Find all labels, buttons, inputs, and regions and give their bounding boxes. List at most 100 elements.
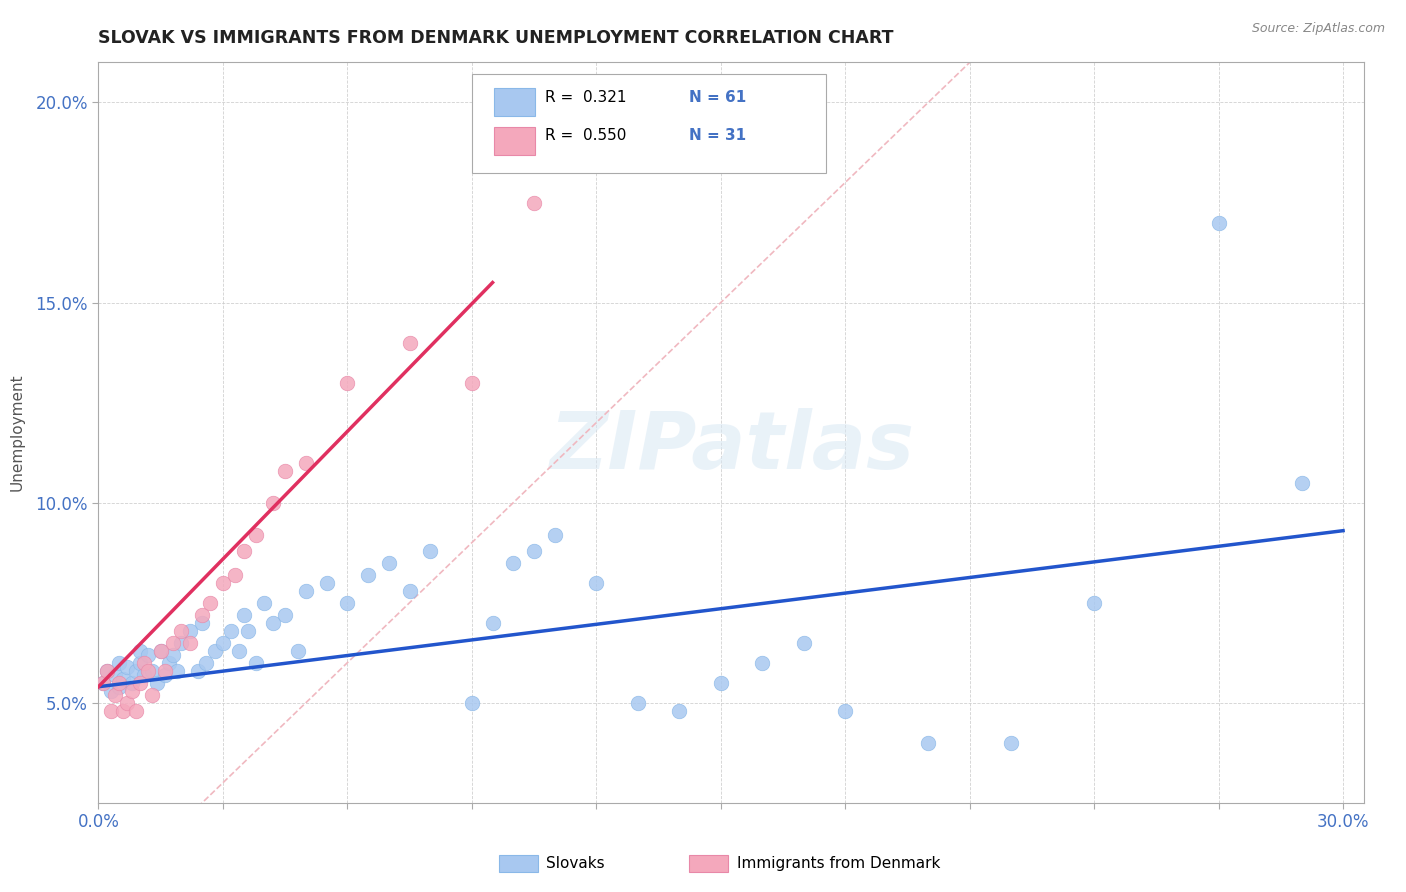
Point <box>336 376 359 390</box>
Point <box>145 675 167 690</box>
Text: SLOVAK VS IMMIGRANTS FROM DENMARK UNEMPLOYMENT CORRELATION CHART: SLOVAK VS IMMIGRANTS FROM DENMARK UNEMPL… <box>98 29 894 47</box>
Point <box>121 675 143 690</box>
Point <box>1000 736 1022 750</box>
Point <box>170 636 193 650</box>
Point <box>191 607 214 622</box>
Point <box>253 596 276 610</box>
Point <box>96 664 118 678</box>
Point <box>125 704 148 718</box>
Point <box>149 644 172 658</box>
Point <box>117 659 139 673</box>
Point <box>274 607 297 622</box>
Point <box>336 596 359 610</box>
Text: ZIPatlas: ZIPatlas <box>548 409 914 486</box>
Point <box>793 636 815 650</box>
Point <box>245 656 267 670</box>
Point <box>523 195 546 210</box>
Point <box>357 567 380 582</box>
Point <box>1208 215 1230 229</box>
Text: N = 61: N = 61 <box>689 90 747 104</box>
Point <box>162 636 184 650</box>
Y-axis label: Unemployment: Unemployment <box>10 374 24 491</box>
Point <box>295 456 318 470</box>
Point <box>544 527 567 541</box>
Point <box>585 575 607 590</box>
Point <box>212 575 235 590</box>
Text: Slovaks: Slovaks <box>546 856 605 871</box>
Text: R =  0.321: R = 0.321 <box>546 90 627 104</box>
Point <box>419 543 441 558</box>
Point <box>136 648 159 662</box>
Point <box>136 664 159 678</box>
Point <box>129 675 152 690</box>
Point <box>245 527 267 541</box>
Point <box>461 696 484 710</box>
Point <box>179 636 201 650</box>
Point <box>287 644 309 658</box>
Text: Source: ZipAtlas.com: Source: ZipAtlas.com <box>1251 22 1385 36</box>
Point <box>153 664 176 678</box>
Point <box>295 583 318 598</box>
Point <box>262 615 284 630</box>
Point <box>91 675 114 690</box>
Point <box>162 648 184 662</box>
Point <box>141 688 163 702</box>
Point <box>132 656 155 670</box>
Point <box>262 496 284 510</box>
Point <box>195 656 218 670</box>
Point <box>232 607 254 622</box>
Point <box>179 624 201 638</box>
Point <box>502 556 524 570</box>
Point <box>1291 475 1313 490</box>
Point <box>129 656 152 670</box>
Point <box>917 736 939 750</box>
Point <box>224 567 246 582</box>
Point <box>191 615 214 630</box>
Point <box>117 696 139 710</box>
Point <box>1083 596 1105 610</box>
Point <box>108 656 131 670</box>
Point <box>274 464 297 478</box>
Point <box>149 644 172 658</box>
Point <box>751 656 773 670</box>
Point <box>668 704 690 718</box>
Point <box>112 704 135 718</box>
Point <box>96 664 118 678</box>
Point <box>166 664 188 678</box>
Point <box>108 675 131 690</box>
Text: R =  0.550: R = 0.550 <box>546 128 627 144</box>
Point <box>204 644 226 658</box>
FancyBboxPatch shape <box>495 88 534 117</box>
Point <box>104 688 127 702</box>
Point <box>378 556 401 570</box>
Text: Immigrants from Denmark: Immigrants from Denmark <box>737 856 941 871</box>
Point <box>228 644 250 658</box>
Point <box>170 624 193 638</box>
Point <box>523 543 546 558</box>
Point <box>187 664 209 678</box>
Point <box>398 583 420 598</box>
Point <box>153 667 176 681</box>
Point <box>398 335 420 350</box>
Point <box>627 696 650 710</box>
Point <box>461 376 484 390</box>
Point <box>157 656 180 670</box>
Point <box>219 624 242 638</box>
Point <box>232 543 254 558</box>
Point <box>121 683 143 698</box>
Point <box>834 704 856 718</box>
Point <box>132 667 155 681</box>
FancyBboxPatch shape <box>495 127 534 155</box>
Point <box>212 636 235 650</box>
Point <box>112 672 135 686</box>
FancyBboxPatch shape <box>471 73 825 173</box>
Point <box>91 675 114 690</box>
Point <box>141 664 163 678</box>
Point <box>236 624 259 638</box>
Point <box>200 596 222 610</box>
Point <box>129 644 152 658</box>
Point <box>125 664 148 678</box>
Point <box>104 667 127 681</box>
Text: N = 31: N = 31 <box>689 128 747 144</box>
Point <box>710 675 733 690</box>
